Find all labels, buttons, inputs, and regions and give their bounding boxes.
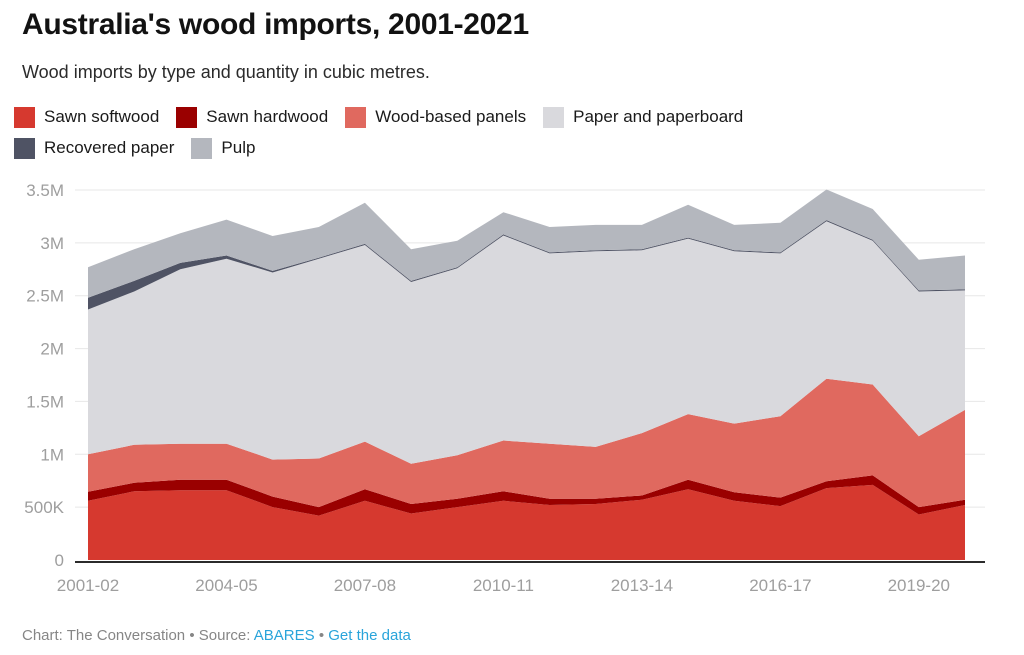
x-tick-label: 2019-20 <box>888 576 950 595</box>
footer-credit: Chart: The Conversation <box>22 627 186 644</box>
area-pulp <box>88 189 965 298</box>
x-tick-label: 2013-14 <box>611 576 673 595</box>
legend-swatch-icon <box>191 137 213 159</box>
legend-item-sawn-softwood: Sawn softwood <box>14 106 159 128</box>
area-sawn-softwood <box>88 484 965 560</box>
chart-title: Australia's wood imports, 2001-2021 <box>22 8 529 41</box>
legend-label: Wood-based panels <box>375 107 527 126</box>
area-paper-and-paperboard <box>88 221 965 464</box>
area-sawn-hardwood <box>88 475 965 516</box>
x-tick-label: 2004-05 <box>195 576 257 595</box>
y-tick-label: 3M <box>40 234 64 253</box>
y-axis-labels: 0 500K 1M 1.5M 2M 2.5M 3M 3.5M <box>24 181 64 570</box>
legend-swatch-icon <box>345 106 367 128</box>
x-tick-label: 2016-17 <box>749 576 811 595</box>
area-wood-based-panels <box>88 378 965 508</box>
y-tick-label: 2M <box>40 340 64 359</box>
legend-item-wood-based-panels: Wood-based panels <box>345 106 526 128</box>
legend-label: Pulp <box>221 138 256 157</box>
legend-label: Paper and paperboard <box>573 107 744 126</box>
y-tick-label: 500K <box>24 498 64 517</box>
source-link[interactable]: ABARES <box>253 627 315 644</box>
legend-label: Sawn softwood <box>44 107 160 126</box>
y-tick-label: 1M <box>40 445 64 464</box>
y-tick-label: 3.5M <box>26 181 64 200</box>
legend-swatch-icon <box>543 106 565 128</box>
footer-separator: • <box>318 627 325 644</box>
legend-item-recovered-paper: Recovered paper <box>14 137 174 159</box>
legend-item-sawn-hardwood: Sawn hardwood <box>176 106 328 128</box>
area-series <box>88 189 965 560</box>
get-the-data-link[interactable]: Get the data <box>328 627 411 644</box>
legend: Sawn softwood Sawn hardwood Wood-based p… <box>14 106 914 159</box>
legend-label: Sawn hardwood <box>206 107 329 126</box>
chart-subtitle: Wood imports by type and quantity in cub… <box>22 62 430 82</box>
y-tick-label: 1.5M <box>26 392 64 411</box>
footer-attribution: Chart: The Conversation • Source: ABARES… <box>22 627 411 644</box>
x-tick-label: 2010-11 <box>473 576 534 595</box>
legend-label: Recovered paper <box>44 138 175 157</box>
y-tick-label: 2.5M <box>26 287 64 306</box>
x-axis-labels: 2001-02 2004-05 2007-08 2010-11 2013-14 2016-… <box>57 576 950 595</box>
y-tick-label: 0 <box>55 551 64 570</box>
legend-item-paper-and-paperboard: Paper and paperboard <box>543 106 743 128</box>
legend-item-pulp: Pulp <box>191 137 255 159</box>
x-tick-label: 2001-02 <box>57 576 119 595</box>
x-tick-label: 2007-08 <box>334 576 396 595</box>
legend-swatch-icon <box>14 106 35 128</box>
footer-source-label: Source: <box>198 627 251 644</box>
legend-swatch-icon <box>14 137 35 159</box>
footer-separator: • <box>189 627 195 644</box>
legend-swatch-icon <box>176 106 198 128</box>
